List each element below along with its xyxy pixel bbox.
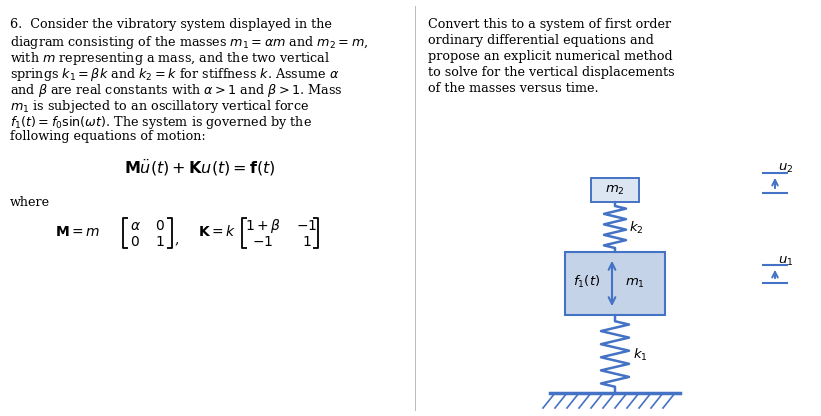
Text: $m_1$ is subjected to an oscillatory vertical force: $m_1$ is subjected to an oscillatory ver…: [10, 98, 309, 115]
Text: ,: ,: [174, 232, 178, 246]
Text: $-1$: $-1$: [252, 235, 273, 249]
Text: $m_1$: $m_1$: [625, 277, 645, 290]
Text: following equations of motion:: following equations of motion:: [10, 130, 206, 143]
Bar: [565, 252, 665, 315]
Text: $\mathbf{M} = m$: $\mathbf{M} = m$: [55, 225, 100, 239]
Text: $f_1(t)$: $f_1(t)$: [573, 274, 600, 290]
Text: $\mathbf{M}\ddot{u}(t) + \mathbf{K}u(t) = \mathbf{f}(t)$: $\mathbf{M}\ddot{u}(t) + \mathbf{K}u(t) …: [124, 158, 276, 178]
Text: $k_1$: $k_1$: [633, 347, 648, 363]
Text: $1$: $1$: [155, 235, 165, 249]
Text: $0$: $0$: [155, 219, 165, 233]
Text: and $\beta$ are real constants with $\alpha > 1$ and $\beta > 1$. Mass: and $\beta$ are real constants with $\al…: [10, 82, 343, 99]
Text: $k_2$: $k_2$: [629, 220, 644, 236]
Text: $u_2$: $u_2$: [778, 162, 793, 175]
Text: diagram consisting of the masses $m_1 = \alpha m$ and $m_2 = m$,: diagram consisting of the masses $m_1 = …: [10, 34, 369, 51]
Text: $\alpha$: $\alpha$: [130, 219, 140, 233]
Text: $0$: $0$: [130, 235, 140, 249]
Text: to solve for the vertical displacements: to solve for the vertical displacements: [428, 66, 675, 79]
Text: 6.  Consider the vibratory system displayed in the: 6. Consider the vibratory system display…: [10, 18, 332, 31]
Text: propose an explicit numerical method: propose an explicit numerical method: [428, 50, 672, 63]
Bar: [591, 178, 639, 202]
Text: of the masses versus time.: of the masses versus time.: [428, 82, 599, 95]
Text: $\mathbf{K} = k$: $\mathbf{K} = k$: [198, 225, 236, 240]
Text: $f_1(t) = f_0 \sin(\omega t)$. The system is governed by the: $f_1(t) = f_0 \sin(\omega t)$. The syste…: [10, 114, 312, 131]
Text: Convert this to a system of first order: Convert this to a system of first order: [428, 18, 671, 31]
Text: $u_1$: $u_1$: [778, 255, 793, 268]
Text: $m_2$: $m_2$: [605, 183, 625, 196]
Text: springs $k_1 = \beta k$ and $k_2 = k$ for stiffness $k$. Assume $\alpha$: springs $k_1 = \beta k$ and $k_2 = k$ fo…: [10, 66, 340, 83]
Text: ordinary differential equations and: ordinary differential equations and: [428, 34, 654, 47]
Text: $1+\beta$: $1+\beta$: [245, 217, 281, 235]
Text: with $m$ representing a mass, and the two vertical: with $m$ representing a mass, and the tw…: [10, 50, 330, 67]
Text: $-1$: $-1$: [296, 219, 318, 233]
Text: $1$: $1$: [302, 235, 312, 249]
Text: where: where: [10, 196, 50, 209]
